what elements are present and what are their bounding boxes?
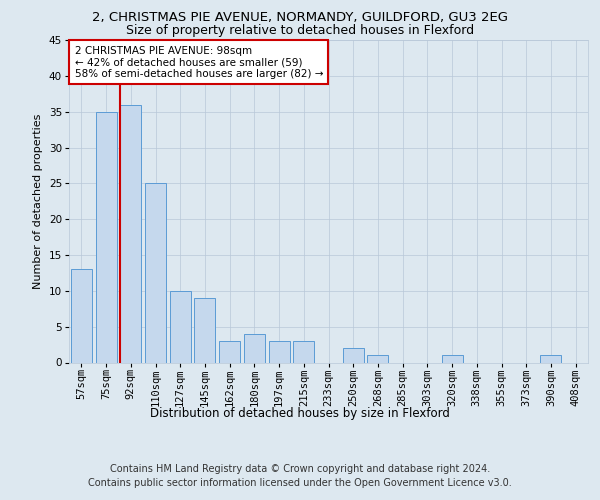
Bar — [170, 291, 191, 362]
Bar — [442, 356, 463, 362]
Bar — [367, 356, 388, 362]
Bar — [95, 112, 116, 362]
Bar — [269, 341, 290, 362]
Bar — [120, 104, 141, 362]
Y-axis label: Number of detached properties: Number of detached properties — [33, 114, 43, 289]
Text: Contains public sector information licensed under the Open Government Licence v3: Contains public sector information licen… — [88, 478, 512, 488]
Bar — [145, 184, 166, 362]
Bar — [219, 341, 240, 362]
Bar — [293, 341, 314, 362]
Text: Size of property relative to detached houses in Flexford: Size of property relative to detached ho… — [126, 24, 474, 37]
Text: Distribution of detached houses by size in Flexford: Distribution of detached houses by size … — [150, 408, 450, 420]
Text: Contains HM Land Registry data © Crown copyright and database right 2024.: Contains HM Land Registry data © Crown c… — [110, 464, 490, 474]
Bar — [343, 348, 364, 362]
Bar — [71, 270, 92, 362]
Text: 2 CHRISTMAS PIE AVENUE: 98sqm
← 42% of detached houses are smaller (59)
58% of s: 2 CHRISTMAS PIE AVENUE: 98sqm ← 42% of d… — [74, 46, 323, 79]
Bar — [541, 356, 562, 362]
Bar — [244, 334, 265, 362]
Bar — [194, 298, 215, 362]
Text: 2, CHRISTMAS PIE AVENUE, NORMANDY, GUILDFORD, GU3 2EG: 2, CHRISTMAS PIE AVENUE, NORMANDY, GUILD… — [92, 11, 508, 24]
